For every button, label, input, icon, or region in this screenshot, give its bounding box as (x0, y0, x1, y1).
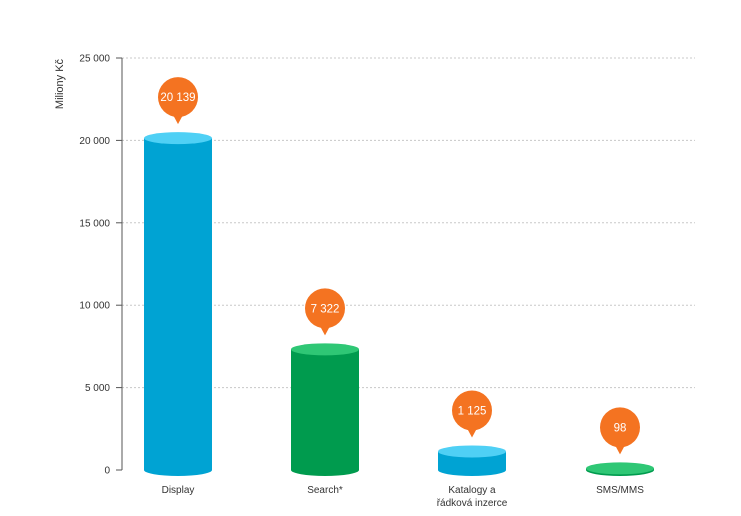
y-tick-label: 20 000 (79, 136, 110, 147)
bar-body (144, 138, 212, 476)
y-tick-label: 25 000 (79, 54, 110, 65)
bar-top-cap (438, 445, 506, 458)
value-label: 98 (600, 407, 640, 455)
y-tick-label: 5 000 (85, 383, 110, 394)
y-tick-label: 10 000 (79, 301, 110, 312)
data-label: 1 125 (458, 405, 487, 417)
value-label: 1 125 (452, 390, 492, 438)
y-tick-label: 0 (104, 466, 110, 477)
bar-top-cap (291, 343, 359, 356)
data-label: 98 (614, 422, 627, 434)
x-tick-label: Katalogy a řádková inzerce (437, 485, 508, 509)
data-label: 20 139 (160, 92, 195, 104)
value-bubble (452, 390, 492, 431)
bar-top-cap (586, 462, 654, 475)
bar (586, 462, 654, 476)
value-bubble (600, 407, 640, 448)
bar-body (438, 451, 506, 476)
x-tick-label: Search* (307, 485, 343, 496)
value-bubble (158, 77, 198, 118)
bar-body (291, 349, 359, 476)
y-tick-label: 15 000 (79, 218, 110, 229)
bar (438, 445, 506, 476)
data-label: 7 322 (311, 303, 340, 315)
bar-top-cap (144, 132, 212, 145)
y-axis: 0 5 000 10 000 15 000 20 000 25 000 (79, 54, 123, 477)
bars (144, 132, 654, 476)
gridlines (122, 57, 695, 389)
value-label: 20 139 (158, 77, 198, 125)
value-bubble (305, 288, 345, 329)
bar (291, 343, 359, 476)
x-tick-label: SMS/MMS (596, 485, 644, 496)
x-tick-label: Display (162, 485, 195, 496)
y-axis-title: Miliony Kč (54, 58, 66, 109)
value-label: 7 322 (305, 288, 345, 336)
x-axis-labels: Display Search* Katalogy a řádková inzerce S… (162, 485, 645, 509)
value-labels: 20 139 7 322 1 125 98 (158, 77, 640, 455)
bar (144, 132, 212, 476)
